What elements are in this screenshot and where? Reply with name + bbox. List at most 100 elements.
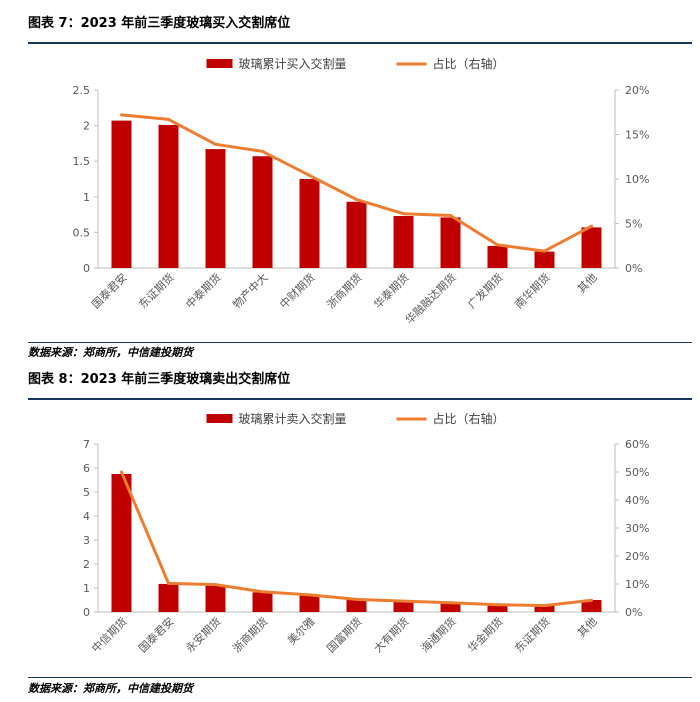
figure7-title: 图表 7：2023 年前三季度玻璃买入交割席位: [28, 16, 291, 31]
legend-bar-label: 玻璃累计卖入交割量: [239, 411, 347, 426]
bar: [111, 474, 132, 612]
right-tick-label: 30%: [625, 522, 649, 535]
left-tick-label: 2.5: [73, 84, 91, 97]
figure8-title: 图表 8：2023 年前三季度玻璃卖出交割席位: [28, 372, 291, 387]
category-label: 华泰期货: [371, 270, 412, 311]
category-label: 其他: [575, 615, 600, 640]
right-tick-label: 10%: [625, 173, 649, 186]
figure7-source: 数据来源：郑商所，中信建投期货: [28, 346, 193, 359]
right-tick-label: 5%: [625, 218, 642, 231]
bar: [487, 604, 508, 612]
category-label: 东证期货: [512, 614, 553, 655]
ratio-point: [590, 224, 593, 228]
category-label: 广发期货: [465, 270, 506, 311]
left-tick-label: 1: [83, 191, 90, 204]
ratio-point: [167, 117, 170, 121]
ratio-point: [496, 243, 499, 247]
category-label: 华金期货: [465, 614, 506, 655]
ratio-point: [355, 197, 358, 201]
category-label: 永安期货: [183, 614, 224, 655]
figure7-bottom-rule: [28, 342, 692, 343]
right-tick-label: 60%: [625, 438, 649, 451]
right-tick-label: 50%: [625, 466, 649, 479]
legend-bar-swatch: [206, 414, 233, 423]
right-tick-label: 20%: [625, 550, 649, 563]
bar: [534, 251, 555, 268]
bar: [252, 156, 273, 268]
category-label: 华融融达期货: [402, 270, 459, 327]
right-tick-label: 0%: [625, 606, 642, 619]
category-label: 国富期货: [324, 614, 365, 655]
ratio-point: [449, 213, 452, 217]
bar: [346, 201, 367, 268]
figure7-chart: 0 0.5 1 1.5 2 2.5 0% 5% 10% 15% 20% 国泰君安 东证期货 中泰期货 物产中…: [73, 56, 650, 327]
legend-bar-label: 玻璃累计买入交割量: [239, 56, 347, 71]
category-label: 美尔雅: [284, 614, 317, 647]
category-label: 物产中大: [230, 270, 271, 311]
ratio-point: [120, 470, 123, 474]
left-tick-label: 7: [83, 438, 90, 451]
ratio-point: [543, 604, 546, 608]
ratio-point: [449, 601, 452, 605]
ratio-point: [308, 593, 311, 597]
figure7-top-rule: [28, 42, 692, 44]
bar: [158, 124, 179, 268]
category-label: 中财期货: [277, 270, 318, 311]
ratio-point: [261, 149, 264, 153]
bar: [299, 595, 320, 612]
ratio-point: [402, 599, 405, 603]
bar: [487, 245, 508, 268]
bar: [158, 583, 179, 612]
right-tick-label: 0%: [625, 262, 642, 275]
bar: [440, 217, 461, 268]
figure8-top-rule: [28, 398, 692, 400]
left-tick-label: 3: [83, 534, 90, 547]
figure8-bottom-rule: [28, 677, 692, 678]
ratio-point: [543, 249, 546, 253]
left-tick-label: 5: [83, 486, 90, 499]
left-tick-label: 0.5: [73, 226, 91, 239]
bar: [299, 179, 320, 268]
category-label: 南华期货: [512, 270, 553, 311]
figure8-chart: 0 1 2 3 4 5 6 7 0% 10% 20% 30% 40% 50% 60% 中信期货 国泰君安 永安期货…: [83, 411, 649, 655]
category-label: 其他: [575, 271, 600, 296]
bar: [346, 599, 367, 612]
right-tick-label: 40%: [625, 494, 649, 507]
category-label: 国泰君安: [136, 614, 177, 655]
bar: [205, 585, 226, 612]
category-label: 海通期货: [418, 614, 459, 655]
left-tick-label: 6: [83, 462, 90, 475]
ratio-point: [120, 113, 123, 117]
ratio-point: [214, 583, 217, 587]
ratio-point: [496, 603, 499, 607]
ratio-point: [590, 598, 593, 602]
bar: [534, 605, 555, 612]
ratio-point: [167, 581, 170, 585]
category-label: 东证期货: [136, 270, 177, 311]
right-tick-label: 10%: [625, 578, 649, 591]
left-tick-label: 1.5: [73, 155, 91, 168]
ratio-point: [308, 173, 311, 177]
left-tick-label: 1: [83, 582, 90, 595]
bar: [581, 600, 602, 612]
category-label: 浙商期货: [324, 270, 365, 311]
bar: [393, 216, 414, 268]
left-tick-label: 0: [83, 262, 90, 275]
legend-line-label: 占比（右轴）: [433, 56, 505, 71]
bar: [205, 149, 226, 268]
bar: [252, 592, 273, 612]
figure8-source: 数据来源：郑商所，中信建投期货: [28, 682, 193, 695]
right-tick-label: 15%: [625, 129, 649, 142]
right-tick-label: 20%: [625, 84, 649, 97]
ratio-point: [355, 597, 358, 601]
legend-bar-swatch: [206, 59, 233, 68]
category-label: 国泰君安: [89, 270, 130, 311]
ratio-point: [261, 590, 264, 594]
bar: [393, 601, 414, 612]
category-label: 中信期货: [89, 614, 130, 655]
bar: [440, 602, 461, 612]
ratio-point: [214, 142, 217, 146]
category-label: 大有期货: [371, 614, 412, 655]
ratio-line: [120, 471, 592, 608]
ratio-point: [402, 212, 405, 216]
